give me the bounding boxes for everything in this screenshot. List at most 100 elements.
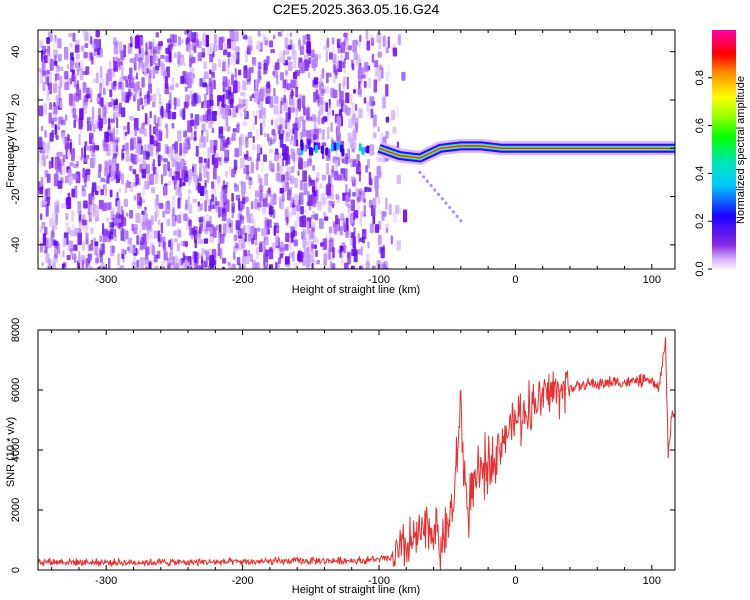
spectrogram-noise-cell xyxy=(76,160,79,167)
spectrogram-noise-cell xyxy=(78,220,82,227)
spectrogram-noise-cell xyxy=(258,66,261,78)
spectrogram-noise-cell xyxy=(346,252,351,259)
spectrogram-noise-cell xyxy=(55,95,60,107)
spectrogram-noise-cell xyxy=(316,189,319,201)
spectrogram-noise-cell xyxy=(162,210,166,218)
spectrogram-noise-cell xyxy=(239,111,243,118)
spectrogram-noise-cell xyxy=(199,78,203,87)
spectrogram-noise-cell xyxy=(350,158,354,168)
spectrogram-noise-cell xyxy=(286,83,291,91)
spectrogram-noise-cell xyxy=(89,52,93,61)
spectrogram-noise-cell xyxy=(98,82,103,96)
spectrogram-noise-cell xyxy=(285,173,288,181)
spectrogram-noise-cell xyxy=(390,235,393,245)
spectrogram-noise-cell xyxy=(88,193,92,205)
spectrogram-noise-cell xyxy=(365,30,369,40)
x-tick-label: -300 xyxy=(95,575,117,587)
signal-blob xyxy=(300,142,304,151)
spectrogram-noise-cell xyxy=(149,69,152,78)
spectrogram-noise-cell xyxy=(307,139,312,145)
spectrogram-noise-cell xyxy=(69,138,73,152)
spectrogram-noise-cell xyxy=(391,110,396,121)
spectrogram-noise-cell xyxy=(114,55,118,63)
spectrogram-noise-cell xyxy=(177,51,181,65)
spectrogram-noise-cell xyxy=(283,94,286,104)
spectrogram-noise-cell xyxy=(114,228,117,237)
spectrogram-noise-cell xyxy=(111,143,115,153)
spectrogram-noise-cell xyxy=(105,217,110,222)
spectrogram-noise-cell xyxy=(220,36,225,43)
spectrogram-noise-cell xyxy=(177,214,182,224)
spectrogram-noise-cell xyxy=(276,161,280,172)
x-tick-label: -200 xyxy=(232,274,254,286)
spectrogram-noise-cell xyxy=(352,128,357,141)
spectrogram-noise-cell xyxy=(235,73,238,83)
spectrogram-noise-cell xyxy=(344,153,349,165)
spectrogram-noise-cell xyxy=(46,154,49,159)
spectrogram-noise-cell xyxy=(254,115,257,125)
spectrogram-noise-cell xyxy=(205,128,209,134)
spectrogram-noise-cell xyxy=(382,211,387,217)
spectrogram-noise-cell xyxy=(195,234,198,241)
spectrogram-noise-cell xyxy=(199,165,202,178)
spectrogram-noise-cell xyxy=(217,96,223,101)
spectrogram-noise-cell xyxy=(199,173,203,182)
spectrogram-noise-cell xyxy=(272,209,276,219)
y-tick-label: -40 xyxy=(10,237,22,253)
spectrogram-noise-cell xyxy=(276,226,279,231)
spectrogram-noise-cell xyxy=(171,195,176,207)
spectrogram-noise-cell xyxy=(293,239,299,246)
spectrogram-noise-cell xyxy=(281,194,285,202)
spectrogram-noise-cell xyxy=(140,97,143,105)
spectrogram-noise-cell xyxy=(38,68,43,73)
spectrogram-noise-cell xyxy=(131,247,137,254)
spectrogram-noise-cell xyxy=(344,51,350,60)
spectrogram-noise-cell xyxy=(59,66,64,72)
spectrogram-noise-cell xyxy=(222,257,226,264)
spectrogram-noise-cell xyxy=(257,31,261,37)
spectrogram-noise-cell xyxy=(190,113,194,119)
spectrogram-noise-cell xyxy=(162,185,167,196)
spectrogram-noise-cell xyxy=(184,259,188,269)
spectrogram-noise-cell xyxy=(265,261,268,267)
spectrogram-noise-cell xyxy=(138,228,142,242)
spectrogram-noise-cell xyxy=(157,250,161,259)
spectrogram-noise-cell xyxy=(47,75,50,87)
spectrogram-noise-cell xyxy=(198,156,203,164)
spectrogram-noise-cell xyxy=(73,254,77,263)
spectrogram-noise-cell xyxy=(177,130,182,142)
spectrogram-noise-cell xyxy=(209,255,215,268)
spectrogram-noise-cell xyxy=(155,65,160,71)
snr-x-ticks: -300 -200 -100 0 100 xyxy=(51,330,661,587)
spectrogram-noise-cell xyxy=(180,57,185,66)
spectrogram-noise-cell xyxy=(200,186,205,196)
spectrogram-noise-cell xyxy=(251,259,256,269)
spectrogram-noise-cell xyxy=(223,194,228,205)
spectrogram-noise-cell xyxy=(205,223,211,232)
spectrogram-noise-cell xyxy=(363,198,366,204)
spectrogram-noise-cell xyxy=(82,167,86,179)
spectrogram-noise-cell xyxy=(99,235,103,243)
signal-core xyxy=(378,145,675,159)
signal-blob xyxy=(325,147,329,156)
spectrogram-noise-cell xyxy=(171,214,176,227)
spectrogram-noise-cell xyxy=(299,180,304,191)
spectrogram-noise-cell xyxy=(318,127,322,134)
spectrogram-noise-cell xyxy=(327,174,331,184)
spectrogram-noise-cell xyxy=(98,38,101,50)
spectrogram-noise-cell xyxy=(108,102,113,108)
spectrogram-noise-cell xyxy=(173,230,178,236)
spectrogram-noise-cell xyxy=(120,63,125,69)
spectrogram-noise-cell xyxy=(254,190,259,198)
spectrogram-noise-cell xyxy=(239,133,245,146)
spectrogram-noise-cell xyxy=(193,130,197,140)
spectrogram-noise-cell xyxy=(340,245,344,252)
spectrogram-noise-cell xyxy=(263,62,268,75)
spectrogram-noise-cell xyxy=(202,114,208,122)
spectrogram-noise-cell xyxy=(217,157,222,162)
spectrogram-noise-cell xyxy=(225,104,231,116)
spectrogram-noise-cell xyxy=(264,40,269,46)
spectrogram-noise-cell xyxy=(146,151,151,157)
spectrogram-noise-cell xyxy=(318,53,322,60)
spectrogram-noise-cell xyxy=(258,192,264,203)
